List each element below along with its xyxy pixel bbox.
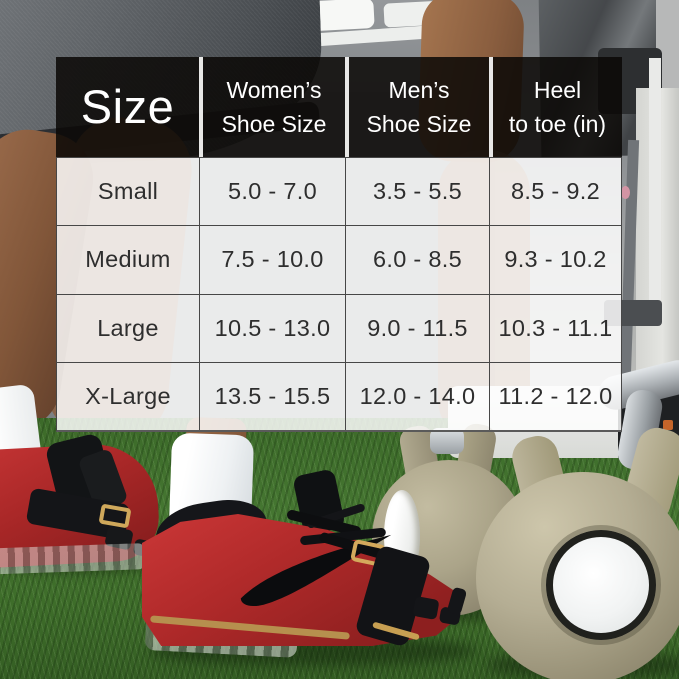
cell-heel-toe-range: 11.2 - 12.0 (489, 362, 621, 430)
right-shoe-sole-cutout (412, 596, 440, 620)
cell-womens-range: 7.5 - 10.0 (199, 226, 345, 294)
cell-womens-range: 10.5 - 13.0 (199, 294, 345, 362)
cell-mens-range: 6.0 - 8.5 (345, 226, 489, 294)
cell-size-label: Large (97, 314, 159, 341)
cell-size-label: X-Large (85, 382, 171, 409)
cell-heel-toe-range: 8.5 - 9.2 (489, 158, 621, 226)
table-row-medium: Medium 7.5 - 10.0 6.0 - 8.5 9.3 - 10.2 (57, 225, 621, 294)
cell-size-label: Small (97, 178, 159, 205)
cell-size-label: Medium (85, 246, 171, 273)
kettlebell-front-end-cap (546, 530, 656, 640)
kettlebell-back-handle (430, 428, 464, 454)
size-chart-body: Small 5.0 - 7.0 3.5 - 5.5 8.5 - 9.2 Medi… (56, 157, 622, 432)
header-cell-mens-shoe-size: Men’s Shoe Size (345, 57, 489, 157)
header-cell-heel-to-toe: Heel to toe (in) (489, 57, 622, 157)
size-chart-table: Size Women’s Shoe Size Men’s Shoe Size H… (56, 57, 622, 432)
cell-heel-toe-range: 10.3 - 11.1 (489, 294, 621, 362)
machine-upright (649, 58, 661, 300)
swoosh-logo (240, 534, 392, 606)
cell-heel-toe-range: 9.3 - 10.2 (489, 226, 621, 294)
equipment-logo (663, 420, 673, 430)
table-row-small: Small 5.0 - 7.0 3.5 - 5.5 8.5 - 9.2 (57, 157, 621, 226)
table-row-large: Large 10.5 - 13.0 9.0 - 11.5 10.3 - 11.1 (57, 293, 621, 362)
cell-womens-range: 5.0 - 7.0 (199, 158, 345, 226)
cell-mens-range: 3.5 - 5.5 (345, 158, 489, 226)
equipment-detail (621, 186, 630, 199)
cell-mens-range: 12.0 - 14.0 (345, 362, 489, 430)
header-cell-size: Size (56, 57, 199, 157)
header-cell-womens-shoe-size: Women’s Shoe Size (199, 57, 345, 157)
size-chart-header-row: Size Women’s Shoe Size Men’s Shoe Size H… (56, 57, 622, 157)
cell-womens-range: 13.5 - 15.5 (199, 362, 345, 430)
cell-mens-range: 9.0 - 11.5 (345, 294, 489, 362)
table-row-x-large: X-Large 13.5 - 15.5 12.0 - 14.0 11.2 - 1… (57, 361, 621, 430)
